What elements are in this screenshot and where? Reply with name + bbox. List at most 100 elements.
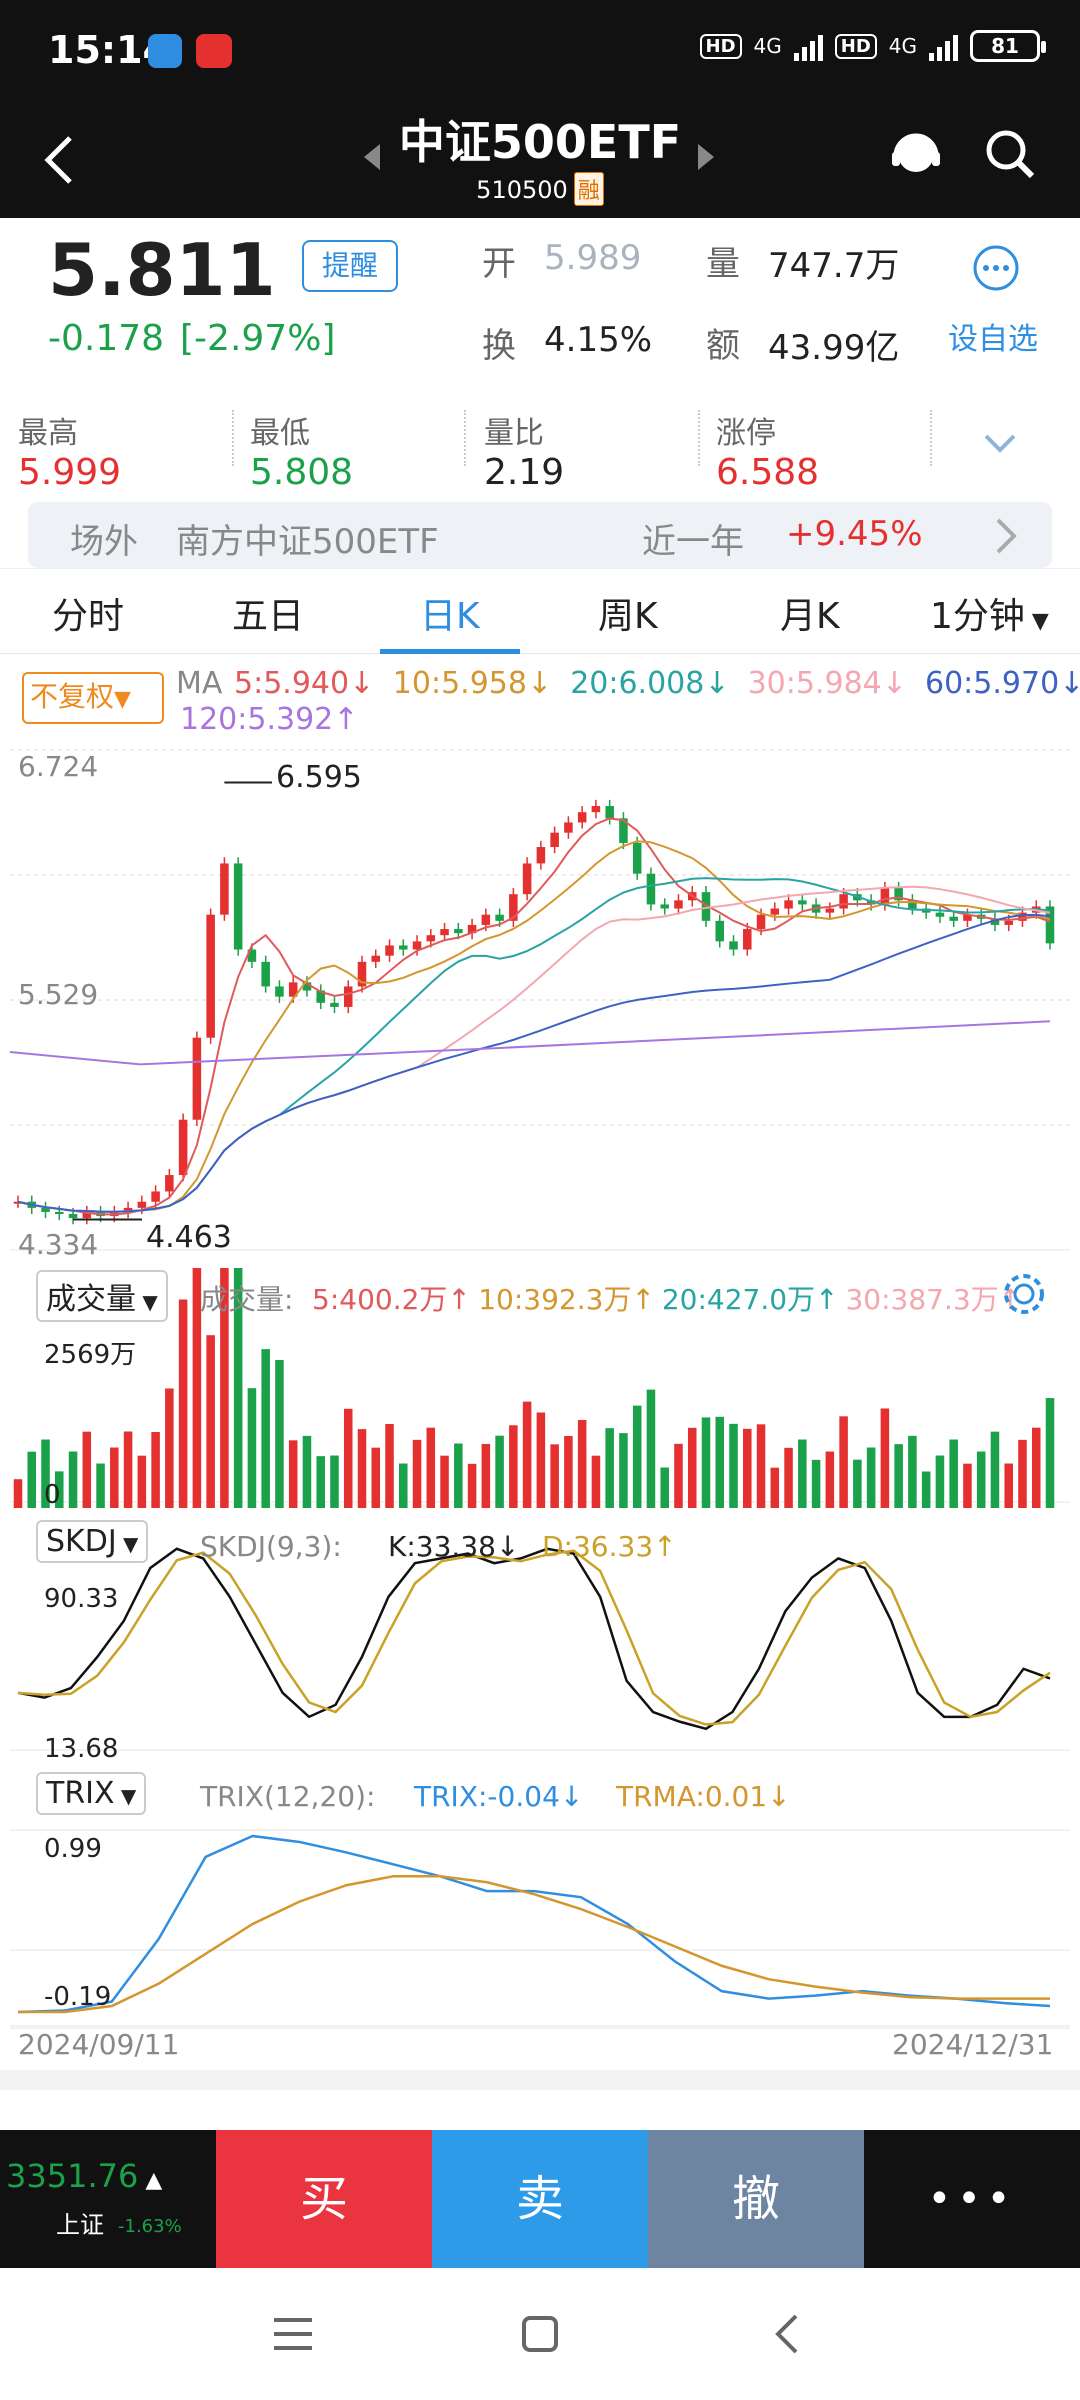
candle-body xyxy=(137,1201,147,1208)
skdj-k: K:33.38↓ xyxy=(388,1530,519,1563)
candle-body xyxy=(399,945,408,950)
system-back-icon[interactable] xyxy=(772,2312,802,2356)
volume-bar xyxy=(866,1447,876,1508)
candle-body xyxy=(935,912,945,917)
candle-body xyxy=(68,1214,78,1219)
tab-monthly-k[interactable]: 月K xyxy=(780,596,840,637)
volume-bar xyxy=(206,1335,215,1508)
legend-item: 20:6.008↓ xyxy=(570,666,730,701)
remind-button[interactable]: 提醒 xyxy=(302,240,398,292)
tab-weekly-k[interactable]: 周K xyxy=(598,596,658,637)
legend-item: 30:5.984↓ xyxy=(747,666,907,701)
volume-bar xyxy=(137,1455,147,1508)
add-watchlist-button[interactable]: 设自选 xyxy=(948,322,1038,357)
candle-body xyxy=(798,900,807,905)
dropdown-icon: ▼ xyxy=(114,687,131,712)
volume-bar xyxy=(371,1447,381,1508)
sell-button[interactable]: 卖 xyxy=(432,2130,648,2268)
volume-selector[interactable]: 成交量 ▼ xyxy=(36,1270,168,1322)
index-pct: -1.63% xyxy=(118,2216,182,2237)
trade-bar: 3351.76 ▲ 上证 -1.63% 买 卖 撤 ••• xyxy=(0,2130,1080,2268)
legend-item: 120:5.392↑ xyxy=(180,702,359,737)
volume-value: 747.7万 xyxy=(768,246,900,286)
skdj-selector[interactable]: SKDJ ▼ xyxy=(36,1520,149,1563)
tab-five-day[interactable]: 五日 xyxy=(232,596,305,637)
trma-line xyxy=(18,1875,1050,2014)
volume-bar xyxy=(935,1455,945,1508)
candle-body xyxy=(949,916,958,921)
volume-bar xyxy=(770,1467,780,1508)
tab-intraday[interactable]: 分时 xyxy=(52,596,125,637)
search-icon[interactable] xyxy=(982,126,1038,182)
offsite-fund-bar[interactable]: 场外 南方中证500ETF 近一年 +9.45% xyxy=(28,502,1052,568)
candle-body xyxy=(206,914,215,1038)
volume-bar xyxy=(921,1471,931,1508)
back-icon[interactable] xyxy=(40,132,80,188)
candle-body xyxy=(825,908,835,913)
index-ticker[interactable]: 3351.76 ▲ 上证 -1.63% xyxy=(0,2130,216,2268)
candle-body xyxy=(220,863,229,915)
trix-line xyxy=(17,1834,1051,2014)
candle-body xyxy=(701,892,711,921)
skdj-y-top: 90.33 xyxy=(44,1584,119,1614)
candle-body xyxy=(165,1175,174,1192)
ma-legend-row2: 120:5.392↑ xyxy=(180,702,1020,738)
volume-bar xyxy=(756,1424,766,1508)
candle-body xyxy=(1004,920,1013,925)
volume-bar xyxy=(701,1417,711,1508)
ma-line xyxy=(17,885,1051,1213)
active-tab-indicator xyxy=(380,649,520,654)
tab-minute[interactable]: 1分钟 ▼ xyxy=(930,587,1049,639)
status-indicators: HD 4G HD 4G 81 xyxy=(699,30,1046,62)
candle-body xyxy=(770,908,780,915)
settings-gear-icon[interactable] xyxy=(1000,1270,1048,1318)
volume-bar xyxy=(825,1451,835,1508)
skdj-selector-label: SKDJ xyxy=(46,1524,117,1559)
kline-chart[interactable] xyxy=(0,740,1080,2030)
date-start: 2024/09/11 xyxy=(18,2028,180,2061)
expand-stats-icon[interactable] xyxy=(980,428,1020,458)
dropdown-icon: ▼ xyxy=(114,1784,137,1808)
volume-bar xyxy=(591,1455,601,1508)
next-stock-icon[interactable] xyxy=(694,142,718,172)
volume-bar xyxy=(13,1479,23,1508)
candle-body xyxy=(371,955,381,962)
cancel-order-button[interactable]: 撤 xyxy=(648,2130,864,2268)
candle-body xyxy=(715,920,725,942)
volume-bar xyxy=(880,1408,890,1508)
more-actions-button[interactable]: ••• xyxy=(864,2130,1080,2268)
trix-selector[interactable]: TRIX ▼ xyxy=(36,1772,147,1815)
volume-bar xyxy=(550,1444,559,1508)
volume-bar xyxy=(605,1428,614,1508)
home-icon[interactable] xyxy=(518,2312,562,2356)
volume-bar xyxy=(412,1439,422,1508)
volume-bar xyxy=(123,1431,133,1508)
candle-body xyxy=(522,863,532,895)
volume-bar xyxy=(564,1436,573,1508)
candle-body xyxy=(1045,906,1055,944)
prev-stock-icon[interactable] xyxy=(360,142,384,172)
volume-bar xyxy=(261,1349,270,1508)
trma-arrow: ↓ xyxy=(767,1780,791,1813)
candle-body xyxy=(426,935,436,942)
menu-icon[interactable] xyxy=(270,2314,316,2354)
buy-button[interactable]: 买 xyxy=(216,2130,432,2268)
index-name: 上证 xyxy=(56,2211,104,2239)
volume-bar xyxy=(343,1408,353,1508)
skdj-d-line xyxy=(17,1549,1051,1726)
adjust-selector[interactable]: 不复权▼ xyxy=(22,672,164,724)
candle-body xyxy=(467,924,477,934)
volume-bar xyxy=(632,1405,642,1508)
legend-item: 30:387.3万↑ xyxy=(845,1283,1023,1316)
tab-minute-label: 1分钟 xyxy=(930,596,1025,637)
more-options-icon[interactable] xyxy=(972,244,1020,292)
candle-body xyxy=(178,1119,188,1176)
volume-bar xyxy=(96,1463,105,1508)
amount-value: 43.99亿 xyxy=(768,328,900,368)
ma-line xyxy=(17,840,1051,1213)
candle-body xyxy=(151,1191,160,1202)
tab-daily-k[interactable]: 日K xyxy=(420,596,480,637)
volume-selector-label: 成交量 xyxy=(46,1282,136,1317)
stat-value: 5.808 xyxy=(250,452,354,493)
support-icon[interactable] xyxy=(888,126,944,182)
